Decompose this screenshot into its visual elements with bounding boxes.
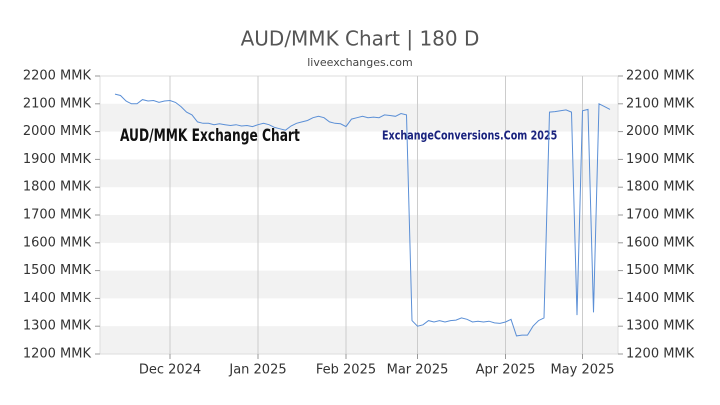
y-tick-label: 1900 MMK — [23, 152, 92, 167]
y-tick-label: 1800 MMK — [23, 180, 92, 195]
y-tick-label: 1500 MMK — [23, 263, 92, 278]
y-tick-label: 1600 MMK — [23, 235, 92, 250]
y2-tick-label: 1600 MMK — [626, 235, 695, 250]
y-tick-label: 1300 MMK — [23, 319, 92, 334]
y-tick-label: 1400 MMK — [23, 291, 92, 306]
y2-tick-label: 1200 MMK — [626, 347, 695, 362]
x-tick-label: Dec 2024 — [139, 363, 201, 378]
y2-tick-label: 2200 MMK — [626, 69, 695, 84]
x-tick-label: Apr 2025 — [476, 363, 536, 378]
y-tick-label: 2000 MMK — [23, 124, 92, 139]
y2-tick-label: 1400 MMK — [626, 291, 695, 306]
grid-band — [100, 270, 618, 299]
watermark: ExchangeConversions.Com 2025 — [382, 128, 557, 142]
chart-subtitle: liveexchanges.com — [307, 56, 412, 69]
y-tick-label: 2200 MMK — [23, 69, 92, 84]
grid-band — [100, 159, 618, 188]
chart-title: AUD/MMK Chart | 180 D — [241, 27, 480, 51]
y-tick-label: 2100 MMK — [23, 96, 92, 111]
x-tick-label: May 2025 — [550, 363, 614, 378]
y2-tick-label: 1800 MMK — [626, 180, 695, 195]
y2-tick-label: 1700 MMK — [626, 208, 695, 223]
y2-tick-label: 1300 MMK — [626, 319, 695, 334]
grid-band — [100, 215, 618, 243]
y2-tick-label: 1500 MMK — [626, 263, 695, 278]
y-tick-label: 1700 MMK — [23, 208, 92, 223]
grid-band — [100, 326, 618, 354]
x-tick-label: Jan 2025 — [228, 363, 286, 378]
watermark: AUD/MMK Exchange Chart — [120, 126, 300, 146]
y2-tick-label: 2000 MMK — [626, 124, 695, 139]
y2-tick-label: 1900 MMK — [626, 152, 695, 167]
x-tick-label: Feb 2025 — [316, 363, 376, 378]
y-tick-label: 1200 MMK — [23, 347, 92, 362]
y2-tick-label: 2100 MMK — [626, 96, 695, 111]
series-line — [114, 93, 611, 337]
x-tick-label: Mar 2025 — [387, 363, 449, 378]
